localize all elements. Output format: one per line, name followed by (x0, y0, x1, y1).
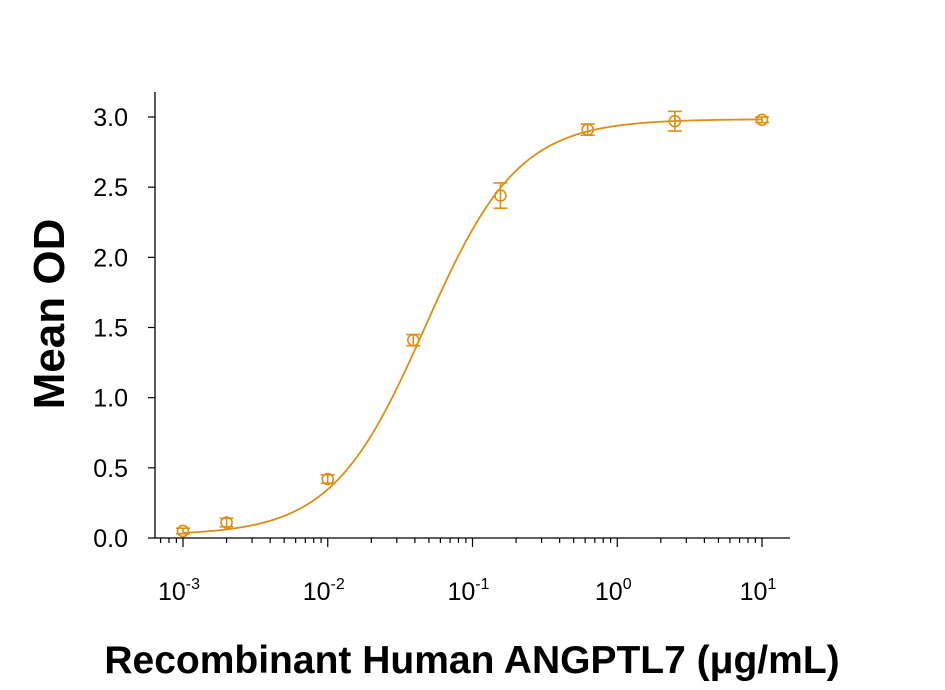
data-point-group (667, 110, 682, 132)
data-point-group (493, 182, 508, 210)
y-tick-label: 2.5 (93, 174, 128, 202)
x-tick-label: 101 (740, 576, 777, 606)
data-point (321, 472, 335, 486)
data-point (668, 114, 682, 128)
x-tick-base: 10 (158, 578, 186, 606)
x-tick-exponent: -3 (186, 576, 200, 593)
data-point (581, 123, 595, 136)
x-axis-title: Recombinant Human ANGPTL7 (μg/mL) (104, 639, 839, 682)
x-tick-base: 10 (447, 578, 475, 606)
x-tick-exponent: 1 (767, 576, 776, 593)
x-tick-exponent: -2 (331, 576, 345, 593)
y-tick-label: 1.0 (93, 385, 128, 413)
y-tick-label: 1.5 (93, 315, 128, 343)
x-tick-label: 100 (595, 576, 632, 606)
axes: 0.00.51.01.52.02.53.010-3 10-2 10-1 100 101 (93, 92, 790, 606)
x-tick-base: 10 (303, 578, 331, 606)
y-tick-label: 2.0 (93, 244, 128, 272)
data-point (755, 113, 769, 127)
data-point (494, 189, 507, 202)
x-tick-exponent: -1 (475, 576, 489, 593)
data-point-group (176, 524, 190, 538)
x-tick-base: 10 (595, 578, 623, 606)
y-tick-label: 0.0 (93, 525, 128, 553)
data-point (176, 524, 190, 538)
plot-area (176, 110, 769, 538)
y-tick-label: 3.0 (93, 104, 128, 132)
data-point-group (406, 333, 421, 347)
x-tick-exponent: 0 (623, 576, 632, 593)
x-tick-label: 10-1 (447, 576, 489, 606)
x-tick-label: 10-2 (303, 576, 345, 606)
data-point-group (580, 123, 595, 137)
data-point (220, 516, 233, 529)
y-axis-title: Mean OD (25, 219, 74, 410)
x-tick-base: 10 (740, 578, 768, 606)
data-point-group (219, 516, 234, 529)
y-tick-label: 0.5 (93, 455, 128, 483)
data-point (407, 333, 420, 347)
data-point-group (320, 472, 335, 486)
data-point-group (755, 113, 769, 127)
fit-curve (182, 118, 763, 534)
x-tick-label: 10-3 (158, 576, 200, 606)
